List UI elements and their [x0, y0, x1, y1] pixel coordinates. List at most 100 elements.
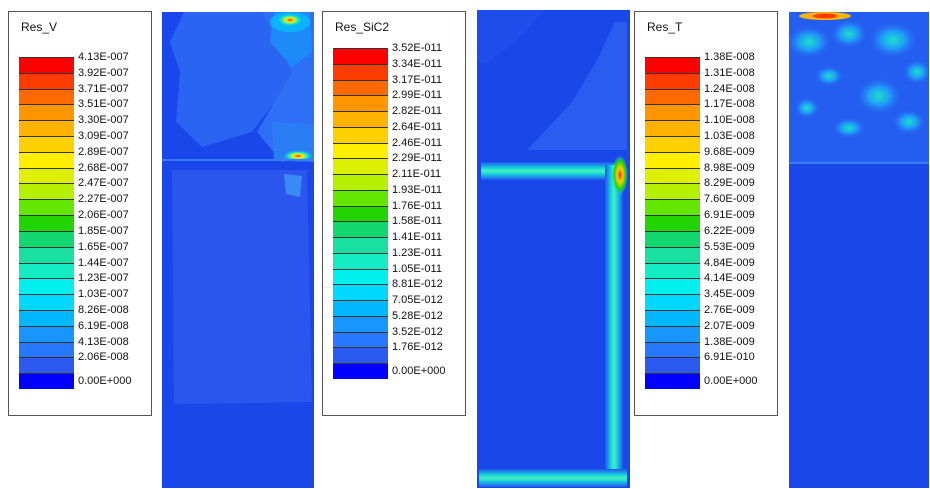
color-swatch: [645, 309, 700, 327]
tick-label: 2.07E-009: [704, 319, 755, 332]
tick-label: 7.60E-009: [704, 193, 755, 206]
color-swatch: [333, 142, 388, 159]
tick-label: 0.00E+000: [78, 375, 132, 388]
color-swatch: [645, 72, 700, 90]
color-swatch: [19, 199, 74, 216]
tick-label: 1.93E-011: [392, 183, 442, 196]
color-scale: [645, 57, 700, 390]
color-swatch: [333, 237, 388, 254]
color-swatch: [19, 167, 74, 184]
color-scale: [333, 48, 388, 380]
tick-label: 2.11E-011: [392, 168, 442, 181]
tick-label: 5.53E-009: [704, 240, 755, 253]
color-swatch: [19, 294, 74, 311]
tick-label: 8.98E-009: [704, 161, 755, 174]
color-swatch: [333, 174, 388, 191]
color-swatch: [19, 104, 74, 121]
color-swatch: [19, 309, 74, 327]
tick-label: 2.06E-008: [78, 351, 129, 364]
color-swatch: [333, 252, 388, 270]
color-swatch: [333, 158, 388, 175]
color-swatch: [19, 183, 74, 200]
color-swatch: [333, 284, 388, 301]
color-swatch: [645, 88, 700, 105]
color-swatch: [645, 246, 700, 263]
tick-label: 0.00E+000: [704, 375, 758, 388]
color-swatch: [19, 341, 74, 358]
tick-label: 1.03E-008: [704, 130, 755, 143]
color-swatch: [333, 300, 388, 317]
tick-label: 3.52E-011: [392, 42, 442, 54]
tick-label: 1.44E-007: [78, 256, 129, 269]
color-swatch: [645, 215, 700, 232]
color-scale: [19, 57, 74, 390]
contour-plot-res-v: [162, 12, 314, 488]
tick-label: 6.91E-010: [704, 351, 755, 364]
tick-label: 2.47E-007: [78, 177, 129, 190]
tick-label: 5.28E-012: [392, 309, 443, 322]
tick-label: 2.29E-011: [392, 152, 442, 165]
color-swatch: [645, 230, 700, 248]
tick-label: 1.03E-007: [78, 288, 129, 301]
tick-label: 1.17E-008: [704, 98, 755, 111]
color-swatch: [645, 57, 700, 74]
color-swatch: [333, 363, 388, 380]
tick-label: 2.68E-007: [78, 161, 129, 174]
legend-title: Res_SiC2: [335, 20, 390, 34]
color-swatch: [333, 189, 388, 207]
tick-label: 8.29E-009: [704, 177, 755, 190]
tick-label: 2.27E-007: [78, 193, 129, 206]
color-swatch: [645, 167, 700, 184]
color-swatch: [19, 278, 74, 295]
color-swatch: [333, 268, 388, 285]
color-swatch: [333, 205, 388, 222]
color-swatch: [19, 72, 74, 90]
tick-label: 1.23E-011: [392, 246, 442, 259]
color-swatch: [19, 373, 74, 390]
tick-label: 3.92E-007: [78, 66, 129, 79]
contour-plot-res-sic2: [477, 10, 630, 488]
color-swatch: [645, 262, 700, 279]
color-swatch: [645, 294, 700, 311]
tick-label: 2.99E-011: [392, 89, 442, 102]
tick-label: 3.51E-007: [78, 98, 129, 111]
tick-label: 3.45E-009: [704, 288, 755, 301]
color-swatch: [645, 183, 700, 200]
color-swatch: [645, 136, 700, 153]
tick-label: 2.46E-011: [392, 136, 442, 149]
color-swatch: [333, 126, 388, 144]
legend-res-t: Res_T 1.38E-008 1.31E-008 1.24E-008 1.17E-0…: [634, 11, 778, 416]
legend-title: Res_T: [647, 20, 683, 34]
color-swatch: [19, 262, 74, 279]
tick-label: 1.85E-007: [78, 224, 129, 237]
color-swatch: [333, 347, 388, 364]
tick-label: 4.14E-009: [704, 272, 755, 285]
tick-label: 2.64E-011: [392, 120, 442, 133]
tick-label: 1.23E-007: [78, 272, 129, 285]
color-swatch: [333, 331, 388, 348]
tick-label: 8.26E-008: [78, 303, 129, 316]
color-swatch: [645, 104, 700, 121]
color-swatch: [19, 230, 74, 248]
color-swatch: [645, 120, 700, 137]
color-swatch: [645, 151, 700, 169]
color-swatch: [333, 221, 388, 238]
legend-res-v: Res_V 4.13E-007 3.92E-007 3.71E-007 3.51E-0…: [8, 11, 152, 416]
tick-label: 3.30E-007: [78, 114, 129, 127]
color-swatch: [333, 63, 388, 80]
tick-label: 6.19E-008: [78, 319, 129, 332]
color-swatch: [19, 215, 74, 232]
tick-label: 1.76E-012: [392, 341, 443, 354]
tick-label: 2.82E-011: [392, 105, 442, 118]
tick-label: 2.76E-009: [704, 303, 755, 316]
tick-label: 3.34E-011: [392, 57, 442, 70]
color-swatch: [333, 79, 388, 96]
tick-label: 2.89E-007: [78, 145, 129, 158]
tick-label: 4.13E-007: [78, 51, 129, 63]
legend-res-sic2: Res_SiC2 3.52E-011 3.34E-011 3.17E-011 2.99…: [322, 11, 466, 416]
color-swatch: [645, 341, 700, 358]
tick-label: 4.13E-008: [78, 335, 129, 348]
color-swatch: [333, 111, 388, 128]
tick-label: 3.71E-007: [78, 82, 129, 95]
tick-label: 2.06E-007: [78, 209, 129, 222]
